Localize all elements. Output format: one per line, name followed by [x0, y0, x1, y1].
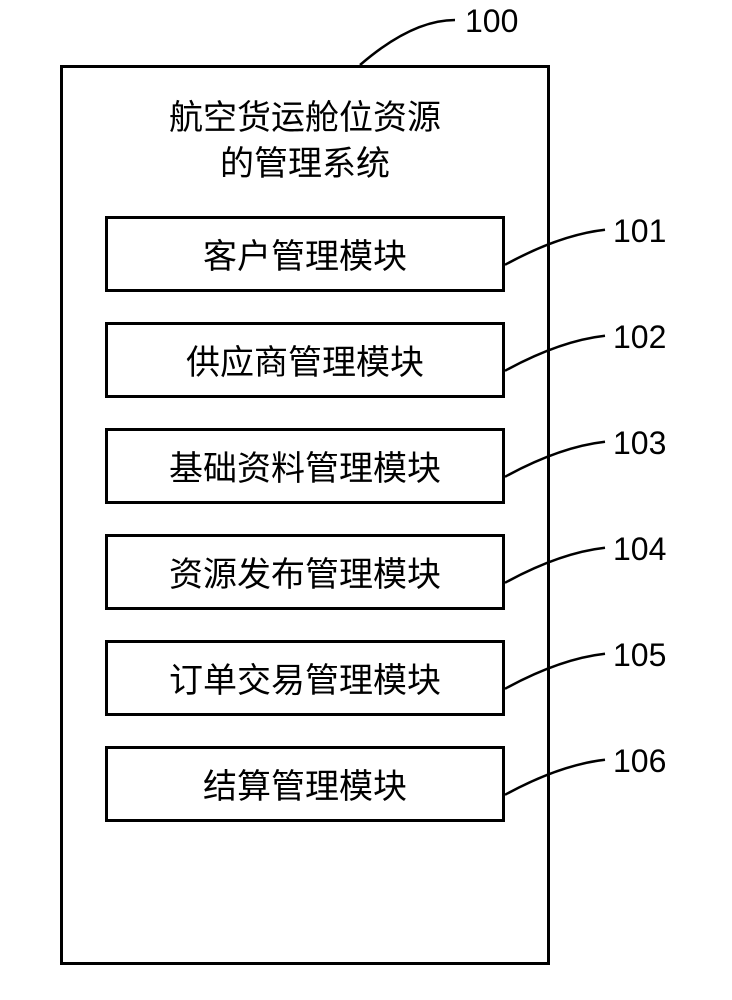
module-number-label: 106	[613, 743, 666, 780]
leader-line	[0, 0, 732, 1000]
